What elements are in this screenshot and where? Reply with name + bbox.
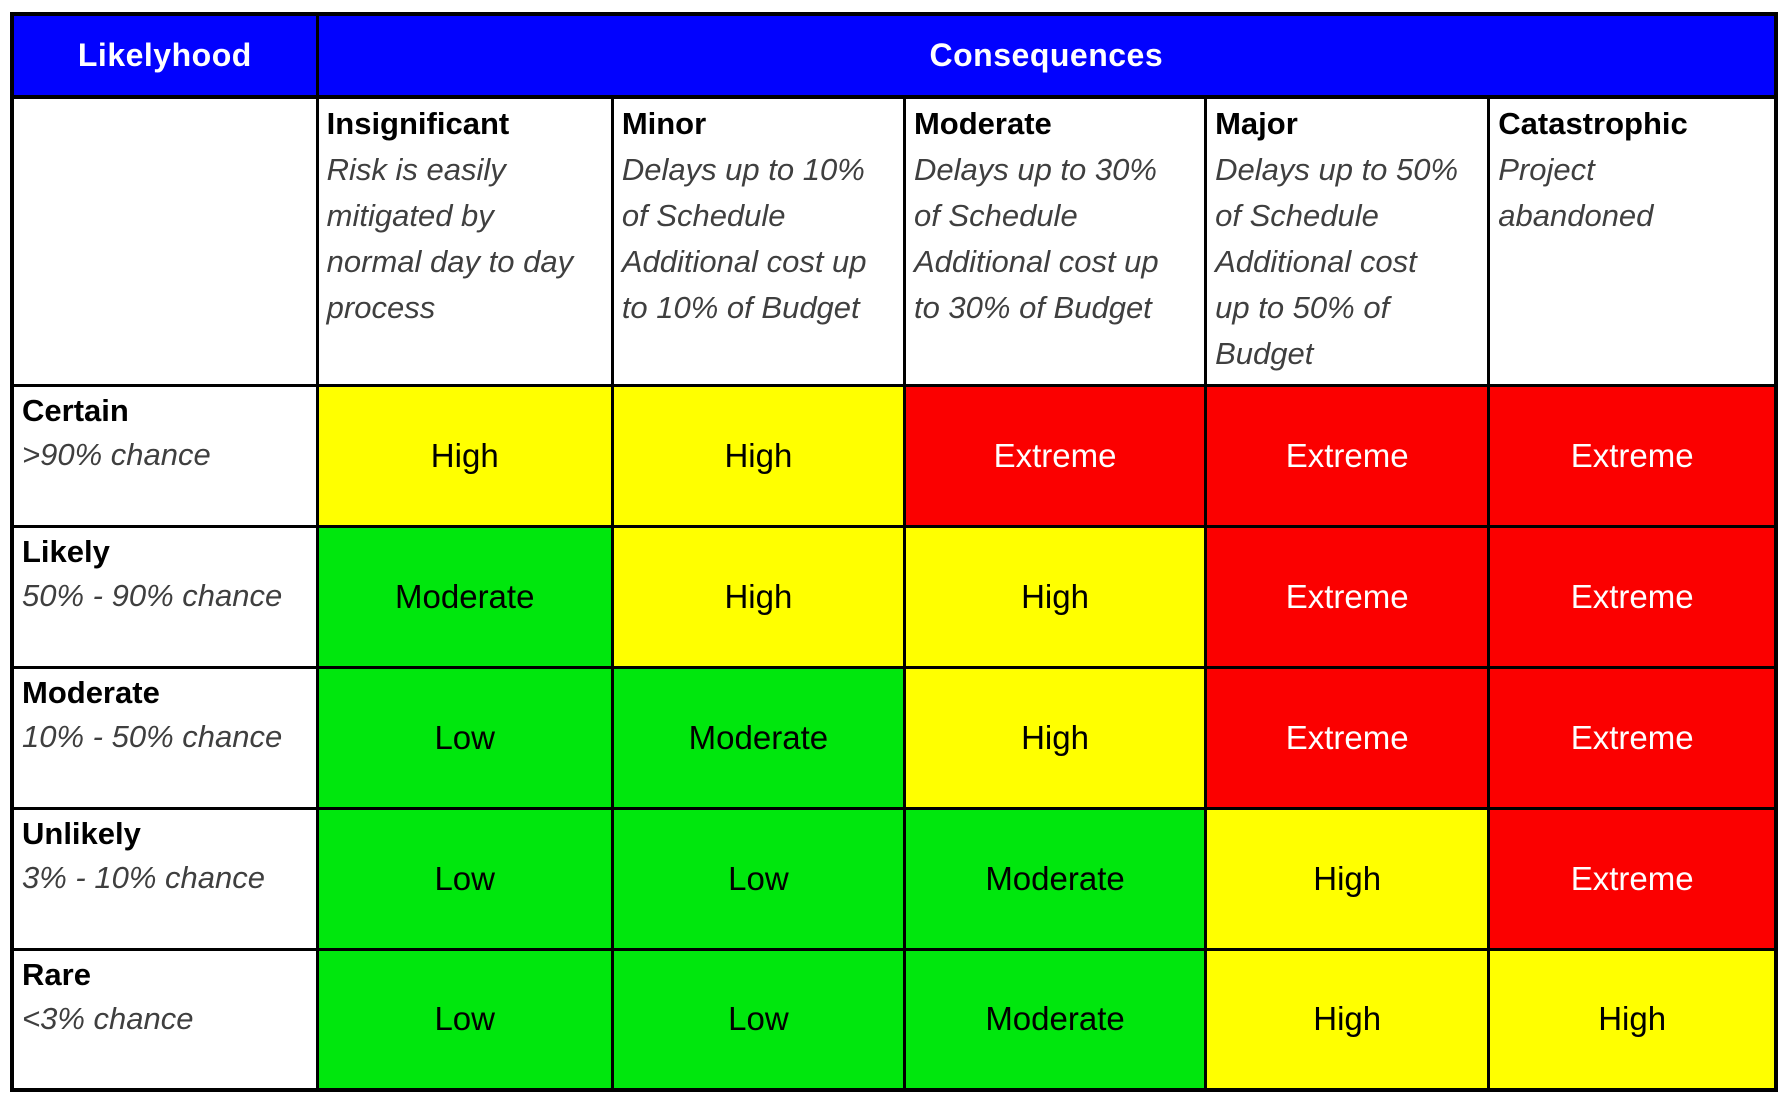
consequences-header-label: Consequences: [929, 37, 1164, 73]
col-header-minor: Minor Delays up to 10% of Schedule Addit…: [610, 95, 906, 387]
col-header-description: Delays up to 30% of Schedule Additional …: [913, 152, 1159, 325]
risk-cell-certain-insignificant: High: [315, 383, 614, 528]
consequence-headers-row: Insignificant Risk is easily mitigated b…: [10, 95, 1778, 387]
row-label-description: <3% chance: [22, 1000, 194, 1036]
row-label-name: Moderate: [22, 674, 160, 710]
col-header-major: Major Delays up to 50% of Schedule Addit…: [1204, 95, 1491, 387]
likelihood-header-label: Likelyhood: [77, 37, 252, 73]
risk-cell-likely-minor: High: [610, 524, 906, 669]
col-header-description: Delays up to 10% of Schedule Additional …: [621, 152, 867, 325]
risk-cell-unlikely-catastrophic: Extreme: [1487, 806, 1778, 951]
risk-cell-moderate-minor: Moderate: [610, 665, 906, 810]
row-label-name: Rare: [22, 956, 91, 992]
risk-cell-moderate-moderate: High: [902, 665, 1208, 810]
row-label-unlikely: Unlikely 3% - 10% chance: [10, 806, 319, 951]
likelihood-row-unlikely: Unlikely 3% - 10% chance Low Low Moderate Hig…: [10, 806, 1778, 951]
row-label-likely: Likely 50% - 90% chance: [10, 524, 319, 669]
likelihood-row-certain: Certain >90% chance High High Extreme Extreme…: [10, 383, 1778, 528]
risk-cell-certain-catastrophic: Extreme: [1487, 383, 1778, 528]
risk-cell-rare-catastrophic: High: [1487, 947, 1778, 1092]
risk-cell-likely-moderate: High: [902, 524, 1208, 669]
risk-cell-rare-minor: Low: [610, 947, 906, 1092]
row-label-name: Unlikely: [22, 815, 141, 851]
col-header-catastrophic: Catastrophic Project abandoned: [1487, 95, 1778, 387]
risk-cell-moderate-catastrophic: Extreme: [1487, 665, 1778, 810]
risk-cell-moderate-major: Extreme: [1204, 665, 1491, 810]
header-band-row: Likelyhood Consequences: [10, 12, 1778, 99]
likelihood-row-moderate: Moderate 10% - 50% chance Low Moderate High E…: [10, 665, 1778, 810]
row-label-description: 50% - 90% chance: [22, 577, 283, 613]
risk-cell-rare-major: High: [1204, 947, 1491, 1092]
risk-cell-likely-insignificant: Moderate: [315, 524, 614, 669]
risk-cell-certain-major: Extreme: [1204, 383, 1491, 528]
row-label-moderate: Moderate 10% - 50% chance: [10, 665, 319, 810]
row-label-description: 3% - 10% chance: [22, 859, 265, 895]
col-header-moderate: Moderate Delays up to 30% of Schedule Ad…: [902, 95, 1208, 387]
likelihood-column-spacer: [10, 95, 319, 387]
row-label-description: 10% - 50% chance: [22, 718, 283, 754]
risk-cell-likely-major: Extreme: [1204, 524, 1491, 669]
row-label-certain: Certain >90% chance: [10, 383, 319, 528]
risk-cell-rare-insignificant: Low: [315, 947, 614, 1092]
likelihood-row-rare: Rare <3% chance Low Low Moderate High High: [10, 947, 1778, 1092]
col-header-insignificant: Insignificant Risk is easily mitigated b…: [315, 95, 614, 387]
risk-cell-certain-moderate: Extreme: [902, 383, 1208, 528]
risk-cell-unlikely-minor: Low: [610, 806, 906, 951]
col-header-name: Moderate: [913, 106, 1052, 141]
col-header-description: Risk is easily mitigated by normal day t…: [326, 152, 574, 325]
risk-cell-moderate-insignificant: Low: [315, 665, 614, 810]
likelihood-row-likely: Likely 50% - 90% chance Moderate High High Ex…: [10, 524, 1778, 669]
col-header-description: Delays up to 50% of Schedule Additional …: [1215, 152, 1459, 371]
risk-cell-unlikely-insignificant: Low: [315, 806, 614, 951]
col-header-description: Project abandoned: [1498, 152, 1654, 233]
row-label-name: Certain: [22, 392, 129, 428]
risk-cell-unlikely-moderate: Moderate: [902, 806, 1208, 951]
col-header-name: Minor: [621, 106, 707, 141]
row-label-rare: Rare <3% chance: [10, 947, 319, 1092]
risk-matrix-table: Likelyhood Consequences Insignificant Ri…: [10, 12, 1778, 1092]
col-header-name: Insignificant: [326, 106, 510, 141]
row-label-name: Likely: [22, 533, 110, 569]
risk-cell-rare-moderate: Moderate: [902, 947, 1208, 1092]
likelihood-header-cell: Likelyhood: [10, 12, 319, 99]
risk-cell-unlikely-major: High: [1204, 806, 1491, 951]
col-header-name: Catastrophic: [1498, 106, 1688, 141]
row-label-description: >90% chance: [22, 436, 211, 472]
risk-cell-likely-catastrophic: Extreme: [1487, 524, 1778, 669]
consequences-header-cell: Consequences: [315, 12, 1778, 99]
risk-cell-certain-minor: High: [610, 383, 906, 528]
col-header-name: Major: [1215, 106, 1298, 141]
